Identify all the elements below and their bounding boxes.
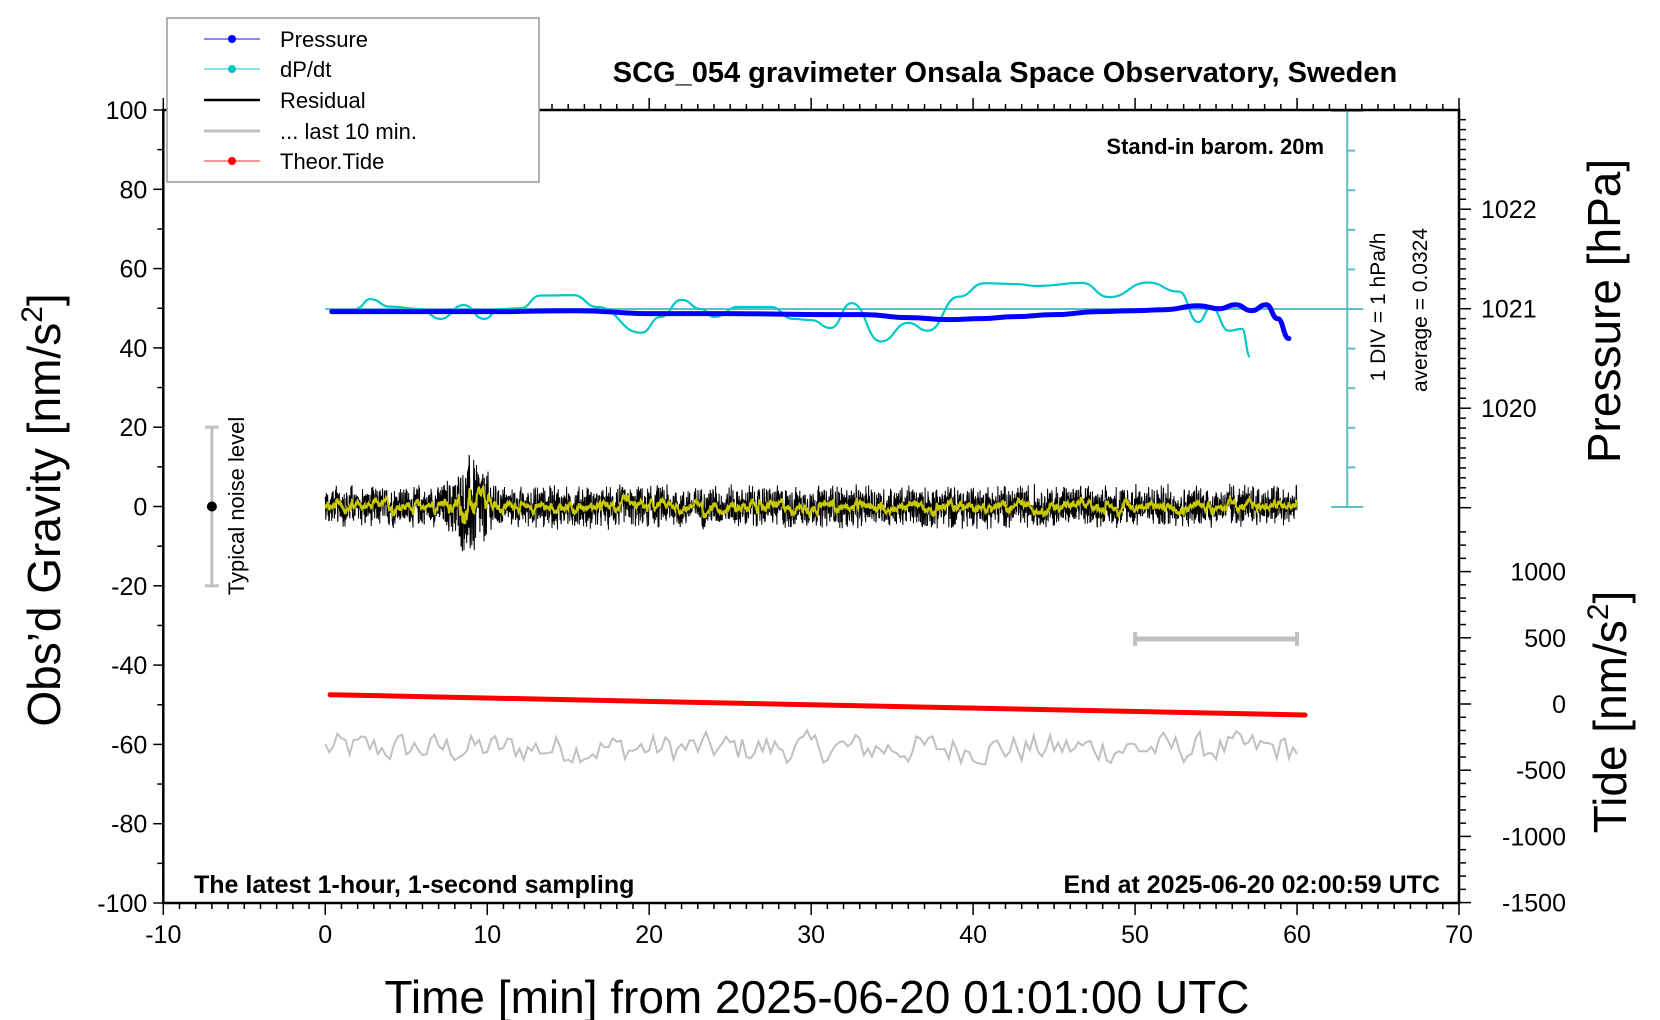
dpdt-average-label: average = 0.0324 xyxy=(1409,228,1432,392)
dpdt-marker-icon xyxy=(228,65,236,73)
series-layer xyxy=(204,281,1308,766)
tide-tick-label: 500 xyxy=(1524,625,1566,653)
tide-tick-label: 0 xyxy=(1552,691,1566,719)
dpdt-series xyxy=(356,281,1252,359)
chart-title: SCG_054 gravimeter Onsala Space Observat… xyxy=(613,57,1397,89)
x-tick-label: 60 xyxy=(1283,921,1311,949)
y-tick-label-left: -60 xyxy=(111,731,147,759)
pressure-marker-icon xyxy=(228,35,236,43)
theor-tide-series xyxy=(327,692,1308,718)
noise-level-label: Typical noise level xyxy=(224,417,249,596)
legend-label: ... last 10 min. xyxy=(280,119,417,144)
legend-label: dP/dt xyxy=(280,57,331,82)
y-axis-title-tide: Tide [nm/s2] xyxy=(1582,591,1636,834)
x-tick-label: 30 xyxy=(797,921,825,949)
y-tick-label-left: 20 xyxy=(119,414,147,442)
last-10-min-series xyxy=(324,728,1298,766)
tide-tick-label: -500 xyxy=(1516,757,1566,785)
tide-tick-label: 1000 xyxy=(1510,559,1566,587)
x-tick-label: -10 xyxy=(145,921,181,949)
x-tick-label: 70 xyxy=(1445,921,1473,949)
end-time-note: End at 2025-06-20 02:00:59 UTC xyxy=(1063,871,1440,899)
pressure-series xyxy=(329,302,1292,342)
sampling-note: The latest 1-hour, 1-second sampling xyxy=(194,871,634,899)
legend-label: Pressure xyxy=(280,27,368,52)
legend-item-dpdt: dP/dt xyxy=(204,57,331,82)
y-tick-label-left: -20 xyxy=(111,573,147,601)
y-tick-label-left: 80 xyxy=(119,176,147,204)
x-tick-label: 20 xyxy=(635,921,663,949)
dpdt-scale-label: 1 DIV = 1 hPa/h xyxy=(1367,233,1390,382)
y-tick-label-left: -80 xyxy=(111,811,147,839)
y-tick-label-left: -100 xyxy=(97,890,147,918)
pressure-tick-label: 1021 xyxy=(1481,296,1537,324)
legend-item-theor-tide: Theor.Tide xyxy=(204,149,384,174)
x-tick-label: 10 xyxy=(473,921,501,949)
tide-tick-label: -1500 xyxy=(1502,890,1566,918)
legend-label: Residual xyxy=(280,88,366,113)
x-tick-label: 40 xyxy=(959,921,987,949)
tide-marker-icon xyxy=(228,157,236,165)
axis-ticks: -10 0 10 20 30 40 50 60 70100806040200-20-40-60-… xyxy=(97,97,1566,949)
pressure-tick-label: 1020 xyxy=(1481,395,1537,423)
legend: Pressure dP/dt Residual ... last 10 min.… xyxy=(166,17,540,183)
tide-tick-label: -1000 xyxy=(1502,823,1566,851)
y-tick-label-left: 0 xyxy=(133,494,147,522)
legend-item-last-10-min: ... last 10 min. xyxy=(204,119,417,144)
y-axis-title-pressure: Pressure [hPa] xyxy=(1578,159,1630,463)
residual-smoothed-series xyxy=(324,483,1298,525)
y-tick-label-left: 60 xyxy=(119,256,147,284)
y-tick-label-left: 40 xyxy=(119,335,147,363)
plot-frame xyxy=(162,108,1461,905)
legend-item-pressure: Pressure xyxy=(204,27,368,52)
y-tick-label-left: 100 xyxy=(106,97,148,125)
y-tick-label-left: -40 xyxy=(111,652,147,680)
legend-label: Theor.Tide xyxy=(280,149,384,174)
x-tick-label: 50 xyxy=(1121,921,1149,949)
x-axis-title: Time [min] from 2025-06-20 01:01:00 UTC xyxy=(385,971,1250,1020)
pressure-tick-label: 1022 xyxy=(1481,196,1537,224)
legend-item-residual: Residual xyxy=(204,88,366,113)
barometer-note: Stand-in barom. 20m xyxy=(1106,134,1324,159)
x-tick-label: 0 xyxy=(318,921,332,949)
noise-level-dot xyxy=(206,501,217,512)
y-axis-title-left: Obs’d Gravity [nm/s2] xyxy=(16,293,70,726)
